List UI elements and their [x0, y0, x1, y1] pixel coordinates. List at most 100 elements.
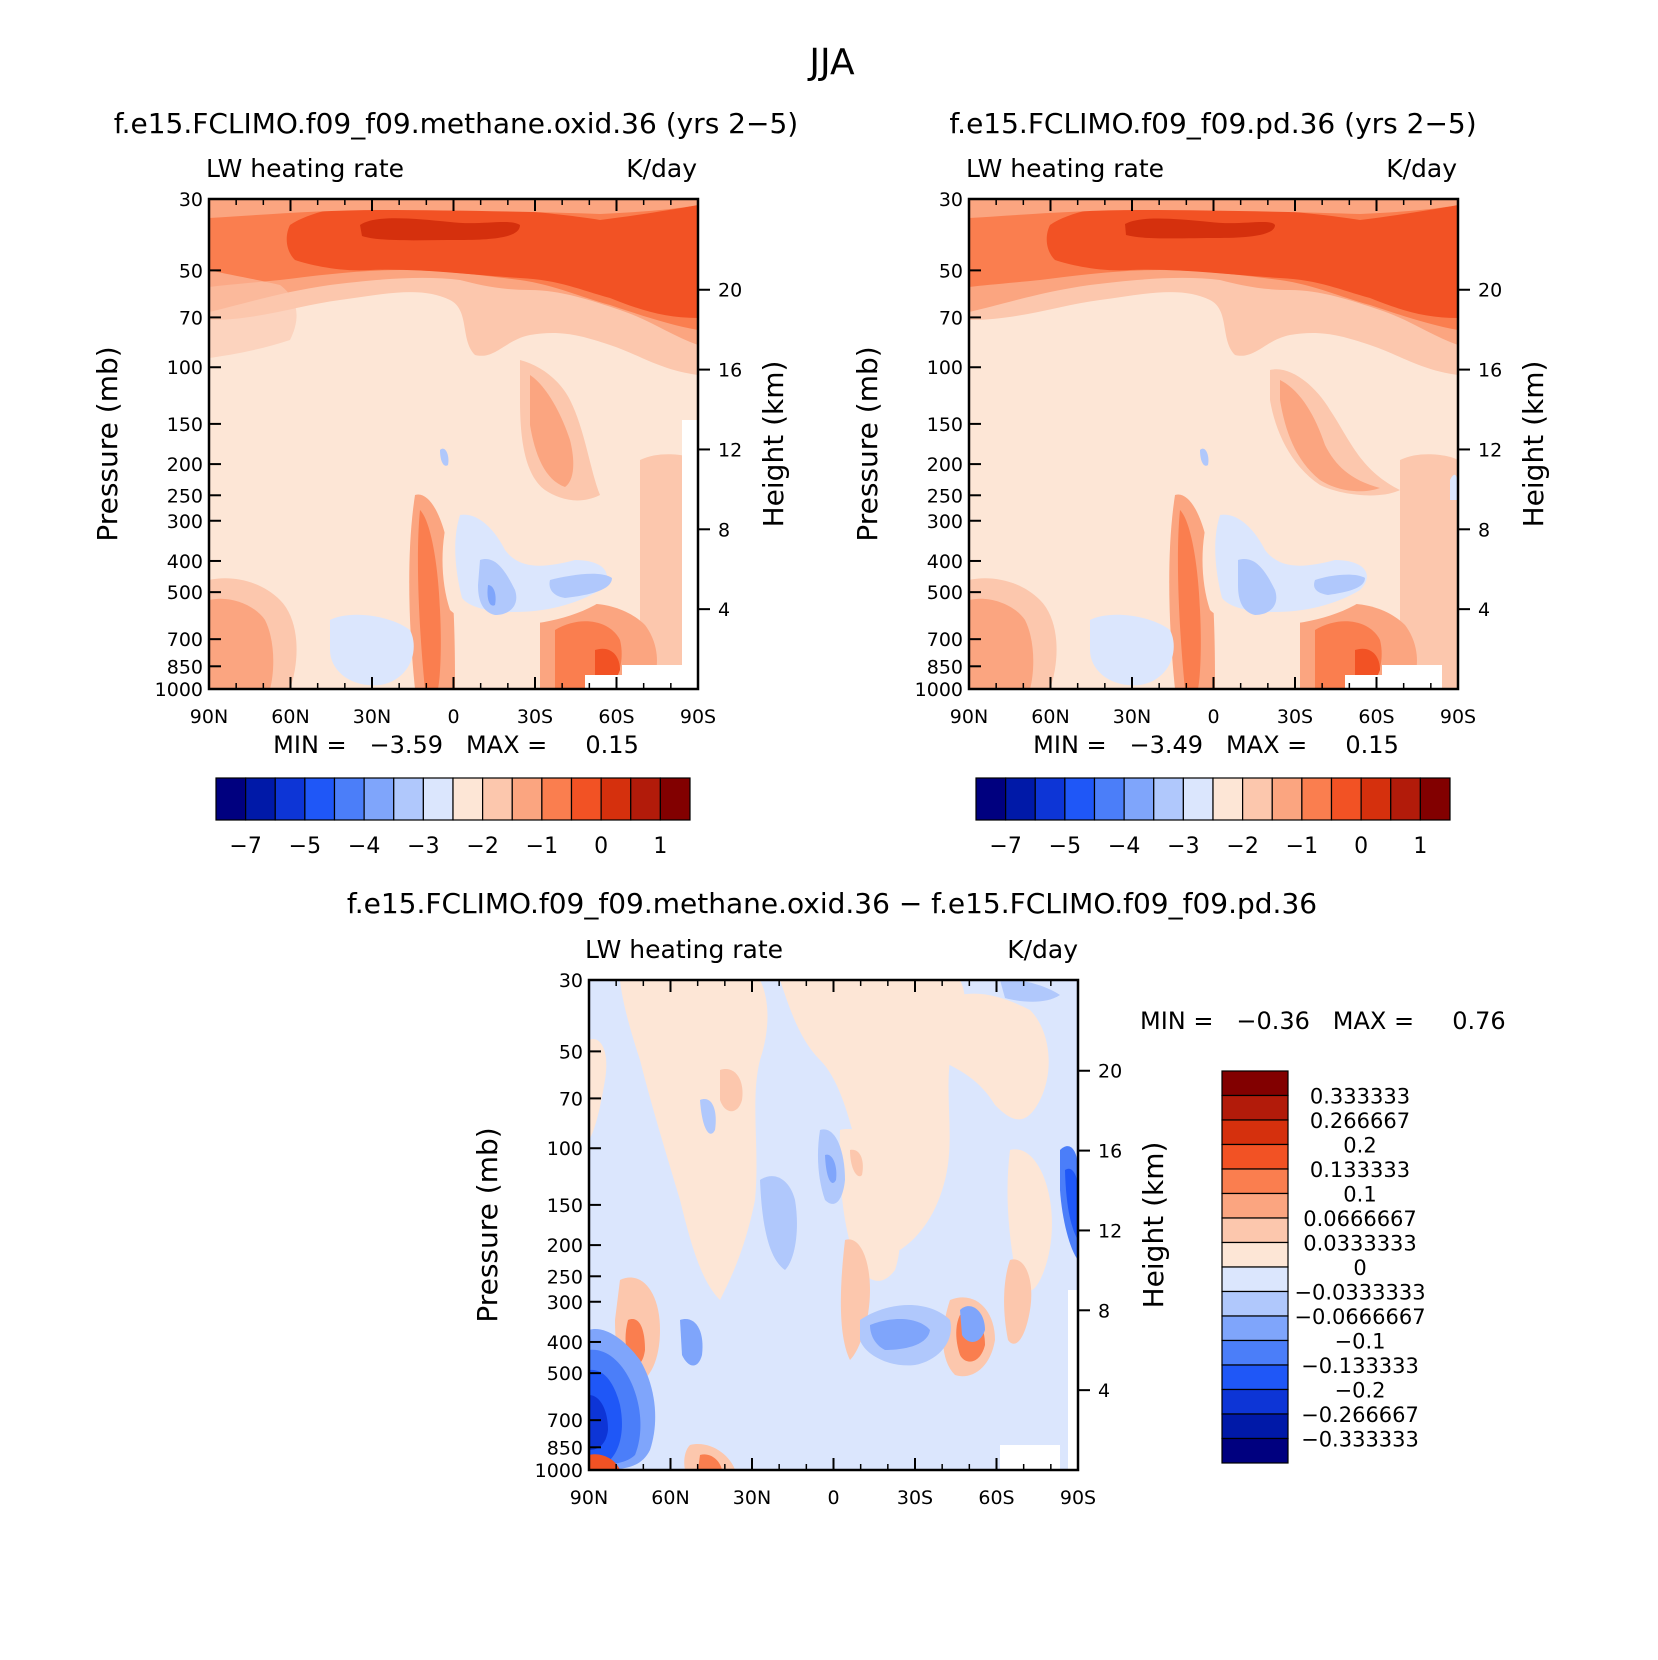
colorbar-box: [452, 777, 484, 821]
colorbar-box: [1221, 1119, 1289, 1146]
axes: 90N 60N 30N 0 30S 60S 90S 30 50 70 100 150 200 250 300…: [915, 189, 1503, 728]
y-tick-label: 850: [927, 656, 963, 678]
units-label: K/day: [1007, 935, 1078, 964]
colorbar-box: [1221, 1241, 1289, 1268]
axes: 90N 60N 30N 0 30S 60S 90S 30 50 70 100 150 200 250 300…: [535, 970, 1123, 1509]
y-tick-label: 700: [167, 629, 203, 651]
y-tick-label: 500: [167, 582, 203, 604]
panel-title: f.e15.FCLIMO.f09_f09.pd.36 (yrs 2−5): [949, 107, 1476, 140]
colorbar-label: 1: [1413, 834, 1427, 859]
colorbar-label: −4: [1108, 834, 1140, 859]
panel-difference: f.e15.FCLIMO.f09_f09.methane.oxid.36 − f…: [347, 887, 1506, 1509]
contour-field: [209, 199, 698, 689]
colorbar-label: −5: [1049, 834, 1081, 859]
colorbar-box: [1221, 1217, 1289, 1244]
variable-label: LW heating rate: [966, 154, 1164, 183]
units-label: K/day: [1386, 154, 1457, 183]
colorbar-box: [1242, 777, 1273, 821]
y-tick-label: 100: [927, 357, 963, 379]
x-tick-label: 60S: [978, 1487, 1014, 1509]
y-tick-label: 500: [547, 1363, 583, 1385]
y-tick-label: 50: [179, 260, 203, 282]
y-tick-label: 700: [927, 629, 963, 651]
y2-tick-label: 20: [1478, 280, 1502, 302]
colorbar-box: [1064, 777, 1096, 821]
units-label: K/day: [626, 154, 697, 183]
y2-tick-label: 16: [1098, 1141, 1122, 1163]
y-tick-label: 150: [927, 414, 963, 436]
colorbar-box: [1221, 1070, 1289, 1097]
x-tick-label: 30S: [517, 706, 553, 728]
colorbar-box: [1360, 777, 1392, 821]
colorbar-box: [1271, 777, 1303, 821]
y-tick-label: 200: [167, 454, 203, 476]
colorbar-label: −7: [989, 834, 1021, 859]
y2-tick-label: 4: [1098, 1380, 1110, 1402]
y-tick-label: 50: [559, 1041, 583, 1063]
colorbar-box: [393, 777, 424, 821]
colorbar-box: [1093, 777, 1125, 821]
y-tick-label: 50: [939, 260, 963, 282]
panel-pd: f.e15.FCLIMO.f09_f09.pd.36 (yrs 2−5) LW …: [851, 107, 1550, 859]
colorbar-box: [1221, 1315, 1289, 1342]
colorbar-box: [1330, 777, 1362, 821]
colorbar-box: [511, 777, 543, 821]
y2-tick-label: 12: [718, 439, 742, 461]
variable-label: LW heating rate: [206, 154, 404, 183]
x-tick-label: 90N: [570, 1487, 608, 1509]
colorbar-box: [1034, 777, 1066, 821]
colorbar-box: [304, 777, 336, 821]
colorbar-box: [570, 777, 602, 821]
y-tick-label: 250: [167, 485, 203, 507]
y-tick-label: 250: [547, 1266, 583, 1288]
colorbar-box: [600, 777, 632, 821]
colorbar-box: [1221, 1266, 1289, 1293]
colorbar-box: [659, 777, 691, 821]
colorbar-label: 0: [594, 834, 608, 859]
y-tick-label: 250: [927, 485, 963, 507]
y-tick-label: 500: [927, 582, 963, 604]
colorbar-box: [1182, 777, 1214, 821]
x-tick-label: 60N: [651, 1487, 689, 1509]
y2-tick-label: 8: [1098, 1300, 1110, 1322]
colorbar-label: 0.333333: [1310, 1085, 1410, 1109]
y-tick-label: 850: [547, 1437, 583, 1459]
colorbar: −7 −5 −4 −3 −2 −1 0 1: [975, 777, 1451, 859]
colorbar-box: [422, 777, 454, 821]
y-tick-label: 300: [927, 511, 963, 533]
x-tick-label: 30N: [733, 1487, 771, 1509]
colorbar-label: −0.266667: [1301, 1403, 1419, 1427]
colorbar-box: [1221, 1192, 1289, 1219]
colorbar-box: [1221, 1143, 1289, 1170]
colorbar-label: 0.0666667: [1303, 1207, 1417, 1231]
y-tick-label: 100: [547, 1138, 583, 1160]
colorbar-box: [975, 777, 1007, 821]
y2-tick-label: 8: [718, 519, 730, 541]
y-axis-label: Pressure (mb): [91, 346, 124, 541]
y2-axis-label: Height (km): [757, 361, 790, 528]
y-tick-label: 30: [179, 189, 203, 211]
colorbar-box: [1212, 777, 1244, 821]
y-tick-label: 30: [559, 970, 583, 992]
colorbar-label: 0.2: [1343, 1134, 1376, 1158]
colorbar-box: [630, 777, 661, 821]
colorbar-label: −1: [1286, 834, 1318, 859]
colorbar-label: −2: [1226, 834, 1258, 859]
x-tick-label: 0: [1207, 706, 1219, 728]
colorbar-label: −0.0666667: [1294, 1305, 1425, 1329]
colorbar-label: 0: [1353, 1256, 1366, 1280]
contour-field: [969, 199, 1458, 689]
panel-methane-oxid: f.e15.FCLIMO.f09_f09.methane.oxid.36 (yr…: [91, 107, 798, 859]
x-tick-label: 60N: [271, 706, 309, 728]
colorbar-box: [1301, 777, 1333, 821]
y2-axis-label: Height (km): [1517, 361, 1550, 528]
x-tick-label: 60S: [1358, 706, 1394, 728]
x-tick-label: 0: [827, 1487, 839, 1509]
y2-tick-label: 20: [718, 280, 742, 302]
x-tick-label: 60N: [1031, 706, 1069, 728]
min-max-text: MIN = −3.59 MAX = 0.15: [273, 731, 639, 759]
axes: 90N 60N 30N 0 30S 60S 90S 30 50 70 100 150 200 250 300…: [155, 189, 743, 728]
min-max-text: MIN = −0.36 MAX = 0.76: [1140, 1007, 1506, 1035]
y2-tick-label: 4: [1478, 599, 1490, 621]
contour-field: [589, 980, 1078, 1470]
